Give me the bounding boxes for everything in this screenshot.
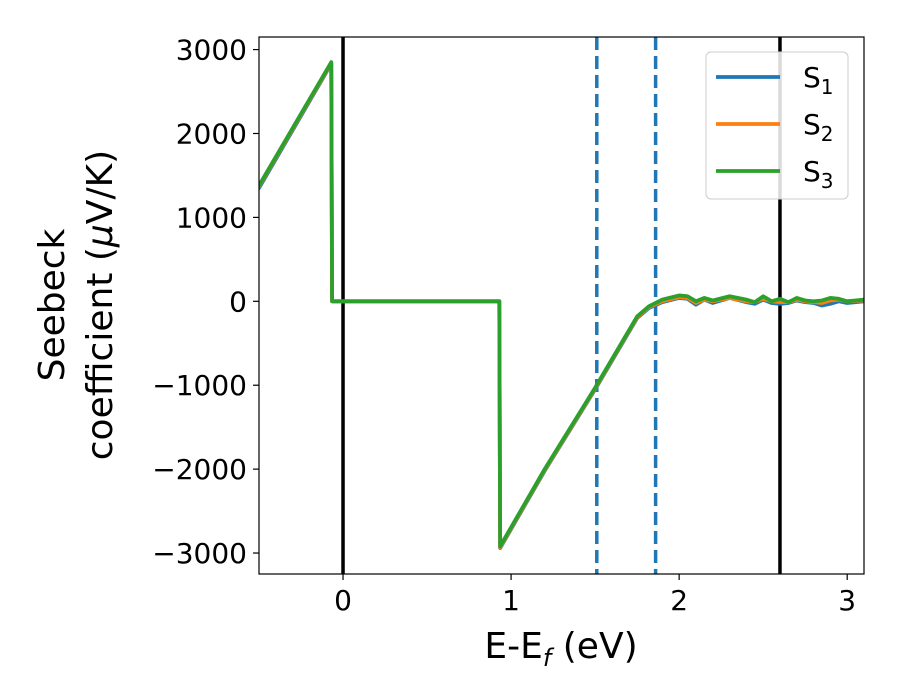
- x-tick-label: 1: [502, 584, 520, 617]
- x-axis: 0 1 2 3: [334, 574, 856, 617]
- y-axis-label-line2: coefficient (μV/K): [80, 150, 121, 460]
- y-tick-label: −1000: [152, 369, 247, 402]
- legend-label-3: S3: [803, 155, 834, 193]
- series-line-3: [259, 60, 864, 549]
- y-tick-label: 1000: [176, 201, 247, 234]
- x-axis-label: E-Ef (eV): [484, 626, 637, 672]
- legend-label-1: S1: [803, 61, 834, 99]
- y-axis-label-line1: Seebeck: [32, 228, 73, 381]
- y-tick-label: 0: [229, 285, 247, 318]
- y-axis: 3000 2000 1000 0 −1000 −2000 −3000: [152, 34, 259, 570]
- y-tick-label: −2000: [152, 453, 247, 486]
- legend: S1 S2 S3: [705, 51, 849, 200]
- x-tick-label: 3: [838, 584, 856, 617]
- y-tick-label: 3000: [176, 34, 247, 67]
- plot-frame: [258, 36, 865, 575]
- x-tick-label: 0: [334, 584, 352, 617]
- y-tick-label: −3000: [152, 537, 247, 570]
- x-tick-label: 2: [670, 584, 688, 617]
- y-tick-label: 2000: [176, 117, 247, 150]
- legend-label-2: S2: [803, 108, 834, 146]
